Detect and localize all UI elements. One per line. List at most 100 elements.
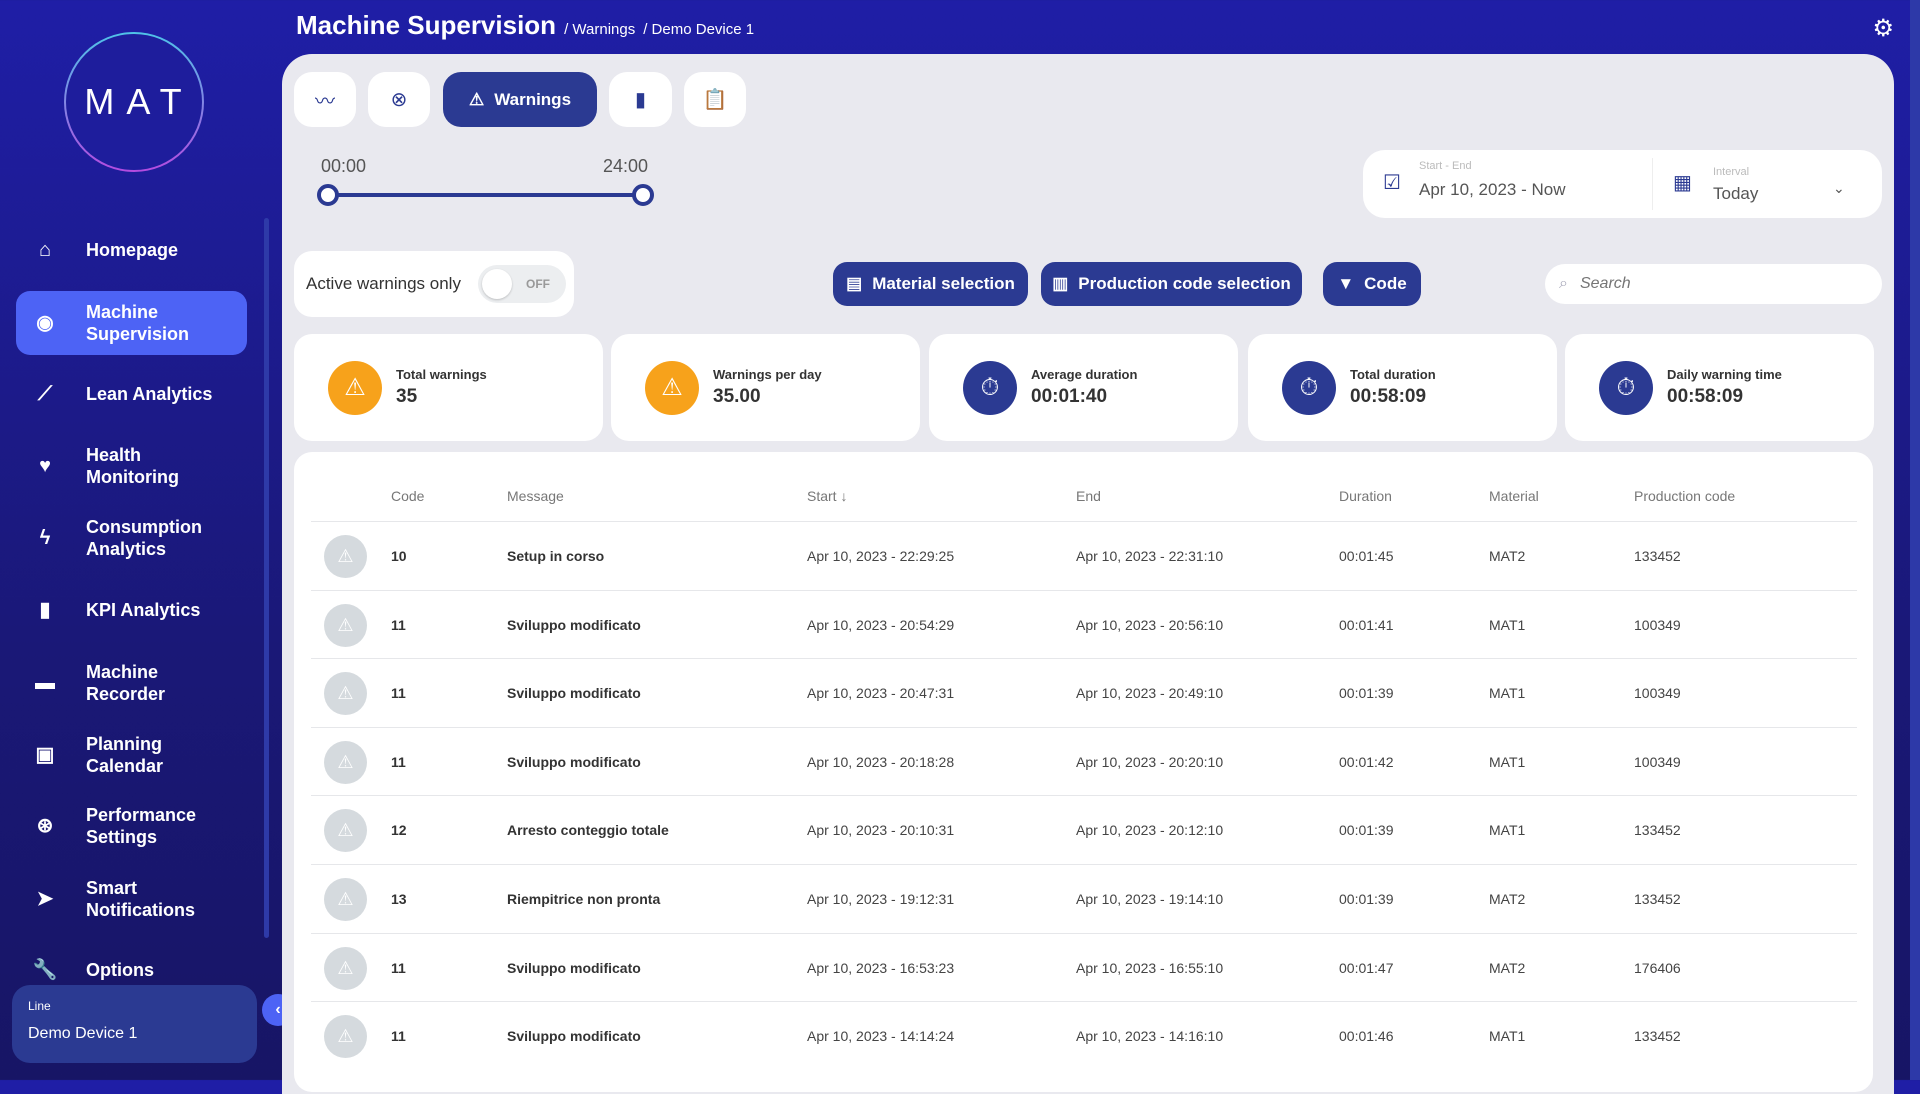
cell-duration: 00:01:39 (1339, 891, 1394, 907)
tab-trend[interactable]: 〰 (294, 72, 356, 127)
time-start-label: 00:00 (321, 156, 367, 176)
table-row[interactable]: ⚠ 11 Sviluppo modificato Apr 10, 2023 - 20:… (311, 589, 1857, 659)
heart-pulse-icon: ♥ (39, 455, 51, 477)
table-row[interactable]: ⚠ 13 Riempitrice non pronta Apr 10, 2023 - … (311, 864, 1857, 933)
cell-material: MAT1 (1489, 1028, 1526, 1045)
sidebar-item-kpi-analytics[interactable]: ▮ KPI Analytics (16, 590, 247, 630)
cell-start: Apr 10, 2023 - 14:14:24 (807, 1028, 955, 1045)
tab-clipboard[interactable]: 📋 (684, 72, 746, 127)
sidebar-item-smart-notifications[interactable]: ➤ Smart Notifications (16, 867, 247, 931)
page-title: Machine Supervision / Warnings / Demo Devi… (296, 10, 755, 40)
warning-icon: ⚠ (324, 809, 367, 853)
sidebar-item-machine-recorder[interactable]: ▬ Machine Recorder (16, 662, 247, 704)
cell-end: Apr 10, 2023 - 20:20:10 (1076, 753, 1224, 770)
cell-code: 12 (391, 822, 407, 839)
warning-icon: ⚠ (324, 878, 367, 921)
cell-end: Apr 10, 2023 - 16:55:10 (1076, 959, 1224, 976)
cell-code: 11 (391, 753, 406, 770)
cell-production-code: 133452 (1634, 548, 1681, 564)
stat-card-warnings-per-day: ⚠ Warnings per day 35.00 (611, 334, 920, 441)
sidebar-scrollbar[interactable] (264, 218, 269, 938)
cell-end: Apr 10, 2023 - 20:49:10 (1076, 685, 1224, 702)
page-scrollbar[interactable] (1910, 0, 1920, 1080)
error-circle-icon: ⊗ (390, 89, 408, 111)
code-filter-button[interactable]: ▼ Code (1323, 262, 1421, 306)
cell-material: MAT1 (1489, 822, 1526, 839)
cell-end: Apr 10, 2023 - 14:16:10 (1076, 1028, 1224, 1045)
cell-start: Apr 10, 2023 - 20:10:31 (807, 822, 955, 839)
sidebar-item-planning-calendar[interactable]: ▣ Planning Calendar (16, 723, 247, 787)
search-icon: ⌕ (1559, 275, 1568, 292)
cell-start: Apr 10, 2023 - 20:18:28 (807, 753, 955, 770)
chevron-down-icon[interactable]: ⌄ (1833, 180, 1845, 196)
material-selection-button[interactable]: ▤ Material selection (833, 262, 1028, 306)
cell-production-code: 133452 (1634, 822, 1681, 839)
cell-start: Apr 10, 2023 - 19:12:31 (807, 891, 955, 907)
filter-icon: ▼ (1337, 274, 1355, 293)
table-row[interactable]: ⚠ 12 Arresto conteggio totale Apr 10, 2023 … (311, 795, 1857, 864)
breadcrumb-warnings[interactable]: / Warnings (564, 21, 636, 38)
gauge-icon: ⊛ (36, 815, 54, 837)
cell-duration: 00:01:47 (1339, 959, 1394, 976)
warning-icon: ⚠ (468, 89, 485, 109)
sidebar-item-machine-supervision[interactable]: ◉ Machine Supervision (16, 291, 247, 355)
tab-error-circle[interactable]: ⊗ (368, 72, 430, 127)
warnings-table (294, 452, 1873, 1092)
cell-material: MAT1 (1489, 685, 1526, 702)
trend-icon: ⟋ (38, 383, 52, 405)
cell-code: 13 (391, 891, 407, 907)
clipboard-icon: 📋 (702, 89, 728, 111)
warning-icon: ⚠ (645, 360, 699, 415)
sidebar-item-lean-analytics[interactable]: ⟋ Lean Analytics (16, 374, 247, 414)
column-header-3: End (1076, 488, 1101, 504)
tab-bar-chart[interactable]: ▮ (609, 72, 672, 127)
cell-material: MAT1 (1489, 616, 1526, 633)
sidebar-item-homepage[interactable]: ⌂ Homepage (16, 230, 247, 270)
time-range-slider[interactable] (328, 193, 643, 197)
cell-production-code: 100349 (1634, 685, 1681, 702)
stopwatch-icon: ⏱ (963, 360, 1017, 415)
cell-message: Arresto conteggio totale (507, 822, 669, 839)
table-row[interactable]: ⚠ 11 Sviluppo modificato Apr 10, 2023 - 14:… (311, 1001, 1857, 1070)
production-code-selection-button[interactable]: ▥ Production code selection (1041, 262, 1302, 306)
sidebar-item-consumption-analytics[interactable]: ϟ Consumption Analytics (16, 506, 247, 570)
table-row[interactable]: ⚠ 11 Sviluppo modificato Apr 10, 2023 - 16:… (311, 932, 1857, 1002)
slider-start-handle[interactable] (317, 184, 339, 206)
table-row[interactable]: ⚠ 11 Sviluppo modificato Apr 10, 2023 - 20:… (311, 658, 1857, 727)
gear-icon[interactable]: ⚙ (1872, 15, 1894, 42)
sidebar-item-performance-settings[interactable]: ⊛ Performance Settings (16, 794, 247, 858)
column-header-1: Message (507, 488, 564, 504)
cell-material: MAT2 (1489, 891, 1526, 907)
search-input[interactable] (1579, 275, 1840, 293)
lightning-icon: ϟ (39, 527, 51, 549)
table-row[interactable]: ⚠ 10 Setup in corso Apr 10, 2023 - 22:29:25… (311, 521, 1857, 590)
logo: MAT (64, 32, 204, 172)
wrench-icon: 🔧 (32, 959, 58, 981)
tab-warning[interactable]: ⚠ Warnings (443, 72, 597, 127)
active-warnings-toggle[interactable]: OFF (478, 265, 566, 303)
eye-icon: ◉ (36, 312, 54, 334)
material-icon: ▤ (846, 274, 863, 293)
column-header-2[interactable]: Start ↓ (807, 488, 848, 504)
cell-message: Sviluppo modificato (507, 616, 641, 633)
stat-card-average-duration: ⏱ Average duration 00:01:40 (929, 334, 1238, 441)
stopwatch-icon: ⏱ (1282, 360, 1336, 415)
trend-icon: 〰 (315, 91, 335, 113)
sidebar-item-health-monitoring[interactable]: ♥ Health Monitoring (16, 434, 247, 498)
cell-message: Sviluppo modificato (507, 1028, 641, 1045)
warning-icon: ⚠ (324, 946, 367, 990)
warning-icon: ⚠ (324, 672, 367, 716)
cell-code: 10 (391, 548, 407, 564)
cell-production-code: 176406 (1634, 959, 1681, 976)
cell-message: Setup in corso (507, 548, 605, 564)
slider-end-handle[interactable] (632, 184, 654, 206)
warning-icon: ⚠ (324, 740, 367, 784)
cell-production-code: 133452 (1634, 891, 1681, 907)
date-range-input[interactable]: Apr 10, 2023 - Now (1419, 180, 1566, 199)
line-selector[interactable]: Line Demo Device 1 (12, 985, 257, 1063)
sidebar-item-options[interactable]: 🔧 Options (16, 950, 247, 990)
interval-select[interactable]: Today (1713, 184, 1759, 203)
cell-material: MAT2 (1489, 959, 1526, 976)
column-header-5: Material (1489, 488, 1539, 504)
table-row[interactable]: ⚠ 11 Sviluppo modificato Apr 10, 2023 - 20:… (311, 726, 1857, 796)
